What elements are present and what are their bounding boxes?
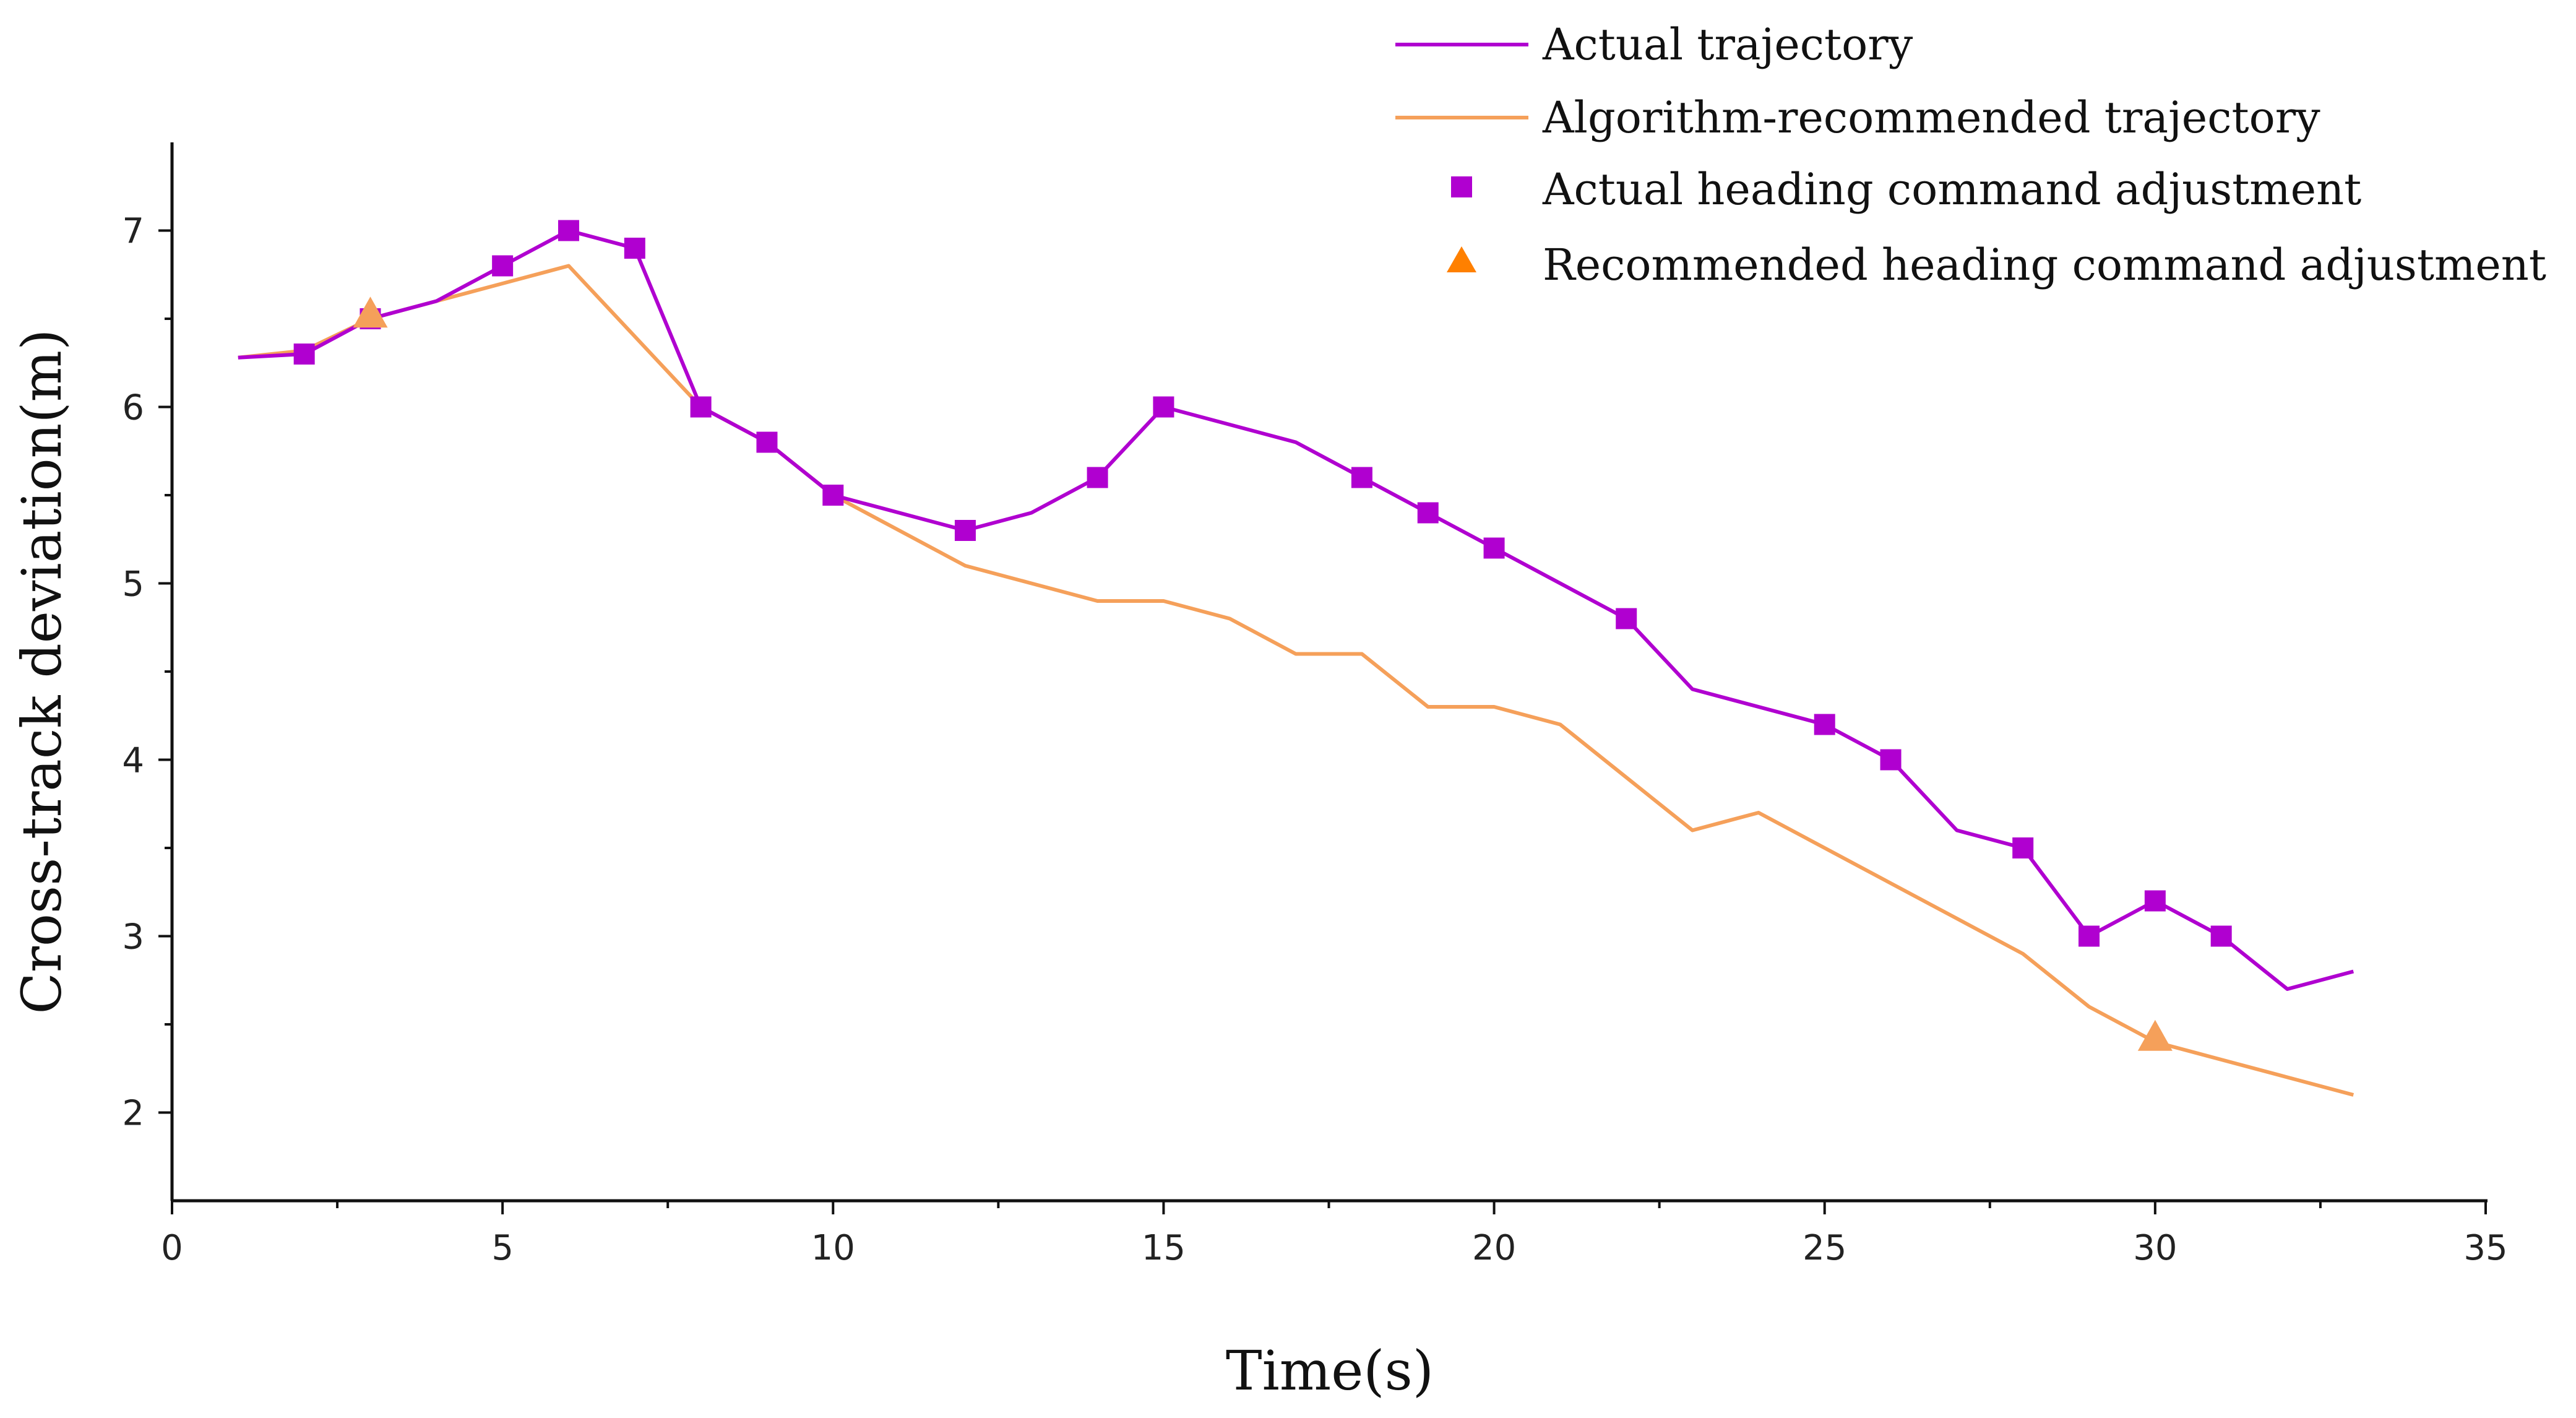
x-tick-label: 20: [1472, 1228, 1516, 1268]
y-tick-label: 5: [122, 564, 144, 605]
actual-adjustment-marker: [1153, 396, 1174, 418]
y-tick-label: 4: [122, 741, 144, 781]
actual-adjustment-marker: [1616, 608, 1637, 629]
actual-adjustment-marker: [1814, 714, 1835, 735]
actual-adjustment-marker: [1880, 749, 1902, 771]
actual-adjustment-marker: [293, 344, 315, 365]
y-tick-label: 7: [122, 212, 144, 252]
x-tick-label: 5: [491, 1228, 514, 1268]
actual-adjustment-marker: [624, 238, 645, 259]
x-tick-label: 25: [1803, 1228, 1846, 1268]
legend-label-actual-heading-adjustment: Actual heading command adjustment: [1542, 164, 2361, 215]
actual-adjustment-marker: [1351, 467, 1372, 488]
actual-adjustment-marker: [690, 396, 712, 418]
legend: Actual trajectory Algorithm-recommended …: [1395, 19, 2546, 290]
actual-adjustment-marker: [558, 220, 579, 241]
x-tick-label: 15: [1142, 1228, 1186, 1268]
actual-adjustment-marker: [2144, 890, 2166, 912]
legend-label-recommended-trajectory: Algorithm-recommended trajectory: [1542, 92, 2320, 143]
y-tick-label: 3: [122, 917, 144, 958]
ticks-layer: 0 5 10 15 20 25 30 35 2 3 4 5 6 7: [122, 212, 2507, 1269]
legend-label-recommended-heading-adjustment: Recommended heading command adjustment: [1543, 240, 2546, 290]
y-tick-label: 2: [122, 1094, 144, 1134]
actual-adjustment-marker: [2210, 925, 2232, 947]
series-line-algorithm-recommended-trajectory: [238, 264, 2354, 1097]
actual-adjustment-marker: [492, 255, 514, 277]
actual-adjustment-marker: [1087, 467, 1108, 488]
x-tick-label: 35: [2463, 1228, 2507, 1268]
actual-adjustment-marker: [1417, 502, 1439, 524]
actual-adjustment-marker: [1483, 537, 1505, 559]
legend-label-actual-trajectory: Actual trajectory: [1542, 19, 1913, 70]
series-layer: [238, 220, 2354, 1097]
recommended-adjustment-marker: [2137, 1019, 2173, 1051]
actual-adjustment-marker: [2012, 837, 2034, 858]
y-tick-label: 6: [122, 388, 144, 428]
actual-adjustment-marker: [954, 520, 976, 541]
x-tick-label: 0: [161, 1228, 183, 1268]
y-axis-title: Cross-track deviation(m): [10, 329, 74, 1014]
series-line-actual-trajectory: [238, 228, 2354, 991]
actual-adjustment-marker: [2078, 925, 2100, 947]
x-tick-label: 30: [2133, 1228, 2177, 1268]
recommended-adjustment-marker: [353, 296, 388, 328]
legend-swatch-actual-heading-adjustment: [1451, 176, 1472, 197]
actual-adjustment-marker: [756, 431, 778, 453]
actual-adjustment-marker: [822, 485, 844, 506]
x-axis-title: Time(s): [1226, 1339, 1434, 1403]
x-tick-label: 10: [811, 1228, 855, 1268]
legend-swatch-recommended-heading-adjustment: [1447, 246, 1476, 272]
